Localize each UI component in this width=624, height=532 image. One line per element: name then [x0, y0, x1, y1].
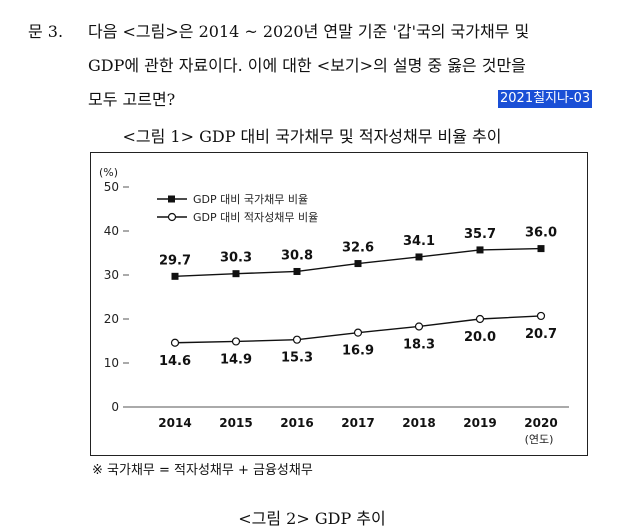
x-axis-unit-label: (연도)	[525, 433, 554, 446]
x-tick-label: 2014	[158, 416, 191, 430]
x-tick-label: 2018	[402, 416, 435, 430]
y-tick-label: 10	[104, 356, 119, 370]
question-text-line-1: 다음 <그림>은 2014 ~ 2020년 연말 기준 '갑'국의 국가채무 및	[88, 22, 530, 41]
footnote: ※ 국가채무 = 적자성채무 + 금융성채무	[92, 463, 313, 478]
data-point-circle	[292, 335, 302, 344]
y-tick-label: 20	[104, 312, 119, 326]
question-number: 문 3.	[28, 22, 64, 41]
legend-marker-square	[168, 195, 175, 203]
data-label: 36.0	[525, 226, 557, 241]
y-tick-label: 40	[104, 224, 119, 238]
data-label: 14.6	[159, 354, 191, 369]
x-tick-label: 2020	[524, 416, 557, 430]
legend-marker-circle	[167, 212, 177, 222]
data-point-square	[537, 245, 545, 253]
data-point-circle	[231, 337, 241, 346]
data-label: 18.3	[403, 337, 435, 352]
x-tick-label: 2016	[280, 416, 313, 430]
data-point-circle	[414, 322, 424, 331]
data-label: 35.7	[464, 227, 496, 242]
x-tick-label: 2017	[341, 416, 374, 430]
data-point-square	[354, 260, 362, 268]
data-label: 34.1	[403, 234, 435, 249]
data-label: 30.3	[220, 251, 252, 266]
question-text-line-3: 모두 고르면?	[88, 90, 176, 109]
data-point-square	[415, 253, 423, 261]
figure-1-title: <그림 1> GDP 대비 국가채무 및 적자성채무 비율 추이	[122, 127, 502, 146]
x-tick-label: 2019	[463, 416, 496, 430]
x-tick-label: 2015	[219, 416, 252, 430]
data-label: 20.0	[464, 330, 496, 345]
source-tag: 2021칠지나-03	[498, 90, 593, 108]
y-tick-label: 50	[104, 180, 119, 194]
data-point-square	[476, 246, 484, 254]
y-tick-label: 30	[104, 268, 119, 282]
data-point-circle	[353, 328, 363, 337]
data-point-circle	[170, 338, 180, 347]
figure-2-title: <그림 2> GDP 추이	[238, 509, 386, 528]
data-label: 20.7	[525, 327, 557, 342]
data-label: 15.3	[281, 351, 313, 366]
line-chart: (%) (연도) 0 10 20 30 40 50 2014 2015 2016 2017 2018…	[99, 166, 569, 446]
data-label: 32.6	[342, 241, 374, 256]
y-axis-unit-label: (%)	[99, 166, 118, 179]
data-label: 30.8	[281, 248, 313, 263]
data-point-circle	[475, 314, 485, 324]
question-text-line-2: GDP에 관한 자료이다. 이에 대한 <보기>의 설명 중 옳은 것만을	[88, 56, 526, 75]
data-point-square	[293, 267, 301, 275]
data-point-square	[171, 272, 179, 280]
data-label: 16.9	[342, 344, 374, 359]
data-label: 29.7	[159, 253, 191, 268]
legend-label: GDP 대비 적자성채무 비율	[193, 211, 318, 224]
data-point-square	[232, 270, 240, 278]
y-tick-label: 0	[111, 400, 119, 414]
legend-label: GDP 대비 국가채무 비율	[193, 193, 308, 206]
data-point-circle	[536, 311, 546, 321]
data-label: 14.9	[220, 352, 252, 367]
chart-frame: (%) (연도) 0 10 20 30 40 50 2014 2015 2016 2017 2018…	[90, 152, 588, 456]
